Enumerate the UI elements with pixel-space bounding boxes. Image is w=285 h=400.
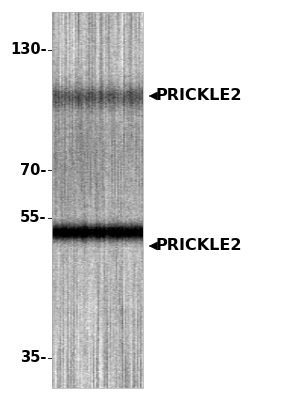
Text: 130-: 130-: [10, 42, 47, 58]
Text: 70-: 70-: [20, 162, 47, 178]
Bar: [52, 12, 143, 388]
Text: 35-: 35-: [20, 350, 47, 366]
Text: 55-: 55-: [20, 210, 47, 226]
Text: PRICKLE2: PRICKLE2: [156, 238, 243, 254]
Text: PRICKLE2: PRICKLE2: [156, 88, 243, 104]
